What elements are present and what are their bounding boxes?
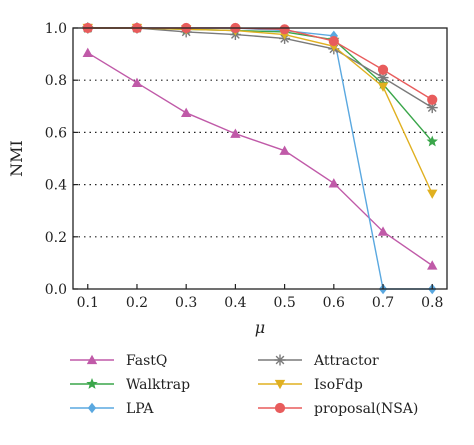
x-tick-label: 0.5 xyxy=(273,295,295,311)
x-tick-label: 0.7 xyxy=(372,295,394,311)
data-point xyxy=(131,77,143,87)
y-tick-label: 0.0 xyxy=(45,282,67,298)
data-point xyxy=(328,35,339,47)
y-tick-label: 0.8 xyxy=(45,73,67,89)
axes-ticks: 0.0 0.2 0.4 0.6 0.8 1.0 0.1 0.2 0.3 0.4 0.5 0.6 0.7 0… xyxy=(45,21,444,311)
series-isofdp xyxy=(82,23,438,199)
series-line xyxy=(87,27,433,101)
legend-label: Attractor xyxy=(313,353,379,369)
series-line xyxy=(87,27,433,195)
y-tick-label: 0.2 xyxy=(45,230,67,246)
legend-item: FastQ xyxy=(70,353,167,369)
x-tick-label: 0.8 xyxy=(421,295,443,311)
legend-label: FastQ xyxy=(126,353,167,369)
data-point xyxy=(377,64,389,75)
data-point xyxy=(82,47,93,57)
legend-item: Attractor xyxy=(258,353,379,369)
x-tick-label: 0.4 xyxy=(224,295,246,311)
legend-marker xyxy=(274,379,286,390)
y-tick-label: 0.4 xyxy=(45,178,67,194)
legend-item: IsoFdp xyxy=(258,377,363,393)
series-proposal-nsa- xyxy=(82,22,438,105)
series-layer xyxy=(82,22,438,295)
data-point xyxy=(329,30,338,42)
legend-label: Walktrap xyxy=(126,377,190,393)
series-lpa xyxy=(83,22,437,295)
legend-label: IsoFdp xyxy=(314,377,363,393)
legend-label: LPA xyxy=(126,401,154,417)
data-point xyxy=(377,82,389,92)
data-point xyxy=(180,107,192,117)
legend-item: proposal(NSA) xyxy=(258,401,418,417)
x-tick-label: 0.3 xyxy=(175,295,197,311)
series-line xyxy=(87,52,433,267)
legend-marker xyxy=(86,354,98,365)
legend-label: proposal(NSA) xyxy=(314,401,418,417)
data-point xyxy=(426,135,438,147)
data-point xyxy=(279,24,290,35)
grid xyxy=(73,79,447,238)
data-point xyxy=(230,128,241,138)
legend: FastQ Walktrap LPA Attractor IsoFdp proposal(… xyxy=(70,353,418,417)
legend-marker xyxy=(274,402,286,414)
legend-item: LPA xyxy=(70,401,154,417)
data-point xyxy=(328,178,340,188)
plot-frame xyxy=(72,27,448,290)
series-fastq xyxy=(82,47,438,270)
data-point xyxy=(427,260,438,270)
data-point xyxy=(377,72,389,84)
y-tick-label: 1.0 xyxy=(45,21,67,37)
legend-marker xyxy=(274,354,286,366)
legend-marker xyxy=(86,378,98,389)
y-tick-label: 0.6 xyxy=(45,125,67,141)
data-point xyxy=(279,145,290,155)
x-tick-label: 0.1 xyxy=(77,295,99,311)
y-axis-label: NMI xyxy=(7,140,26,177)
data-point xyxy=(427,94,438,105)
data-point xyxy=(377,226,389,236)
legend-marker xyxy=(87,402,97,414)
x-tick-label: 0.6 xyxy=(323,295,345,311)
legend-item: Walktrap xyxy=(70,377,190,393)
data-point xyxy=(427,189,438,199)
x-axis-label: μ xyxy=(255,318,265,337)
x-tick-label: 0.2 xyxy=(126,295,148,311)
